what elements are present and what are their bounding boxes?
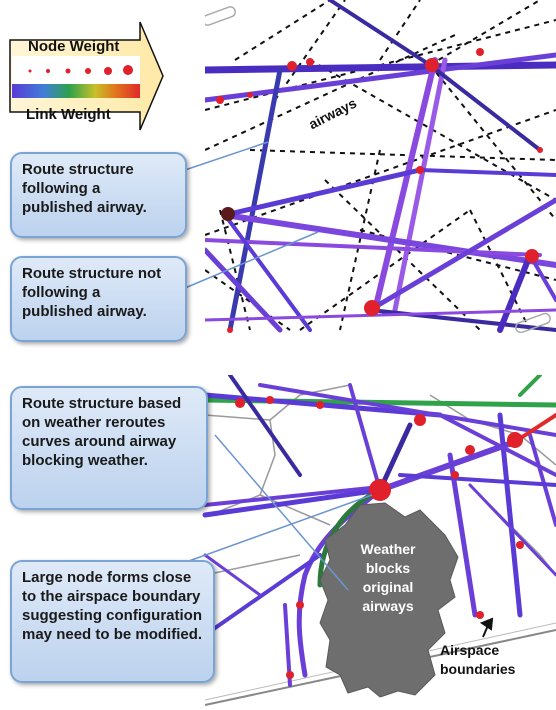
callout-weather-reroute: Route structure based on weather reroute… [10, 386, 208, 510]
weather-blob [319, 502, 459, 698]
decoration-clip [201, 6, 237, 26]
callout-not-following-airway: Route structure not following a publishe… [10, 256, 187, 342]
node-weight-swatch-bg [12, 56, 140, 84]
route-links [201, 0, 556, 333]
callout-leader-line [214, 434, 349, 591]
route-nodes-bottom [235, 396, 524, 679]
legend [9, 21, 164, 131]
node-weight-dots [28, 65, 133, 75]
route-nodes [216, 48, 543, 333]
callout-leader-line [184, 141, 269, 171]
callout-leader-line [184, 231, 319, 289]
link-weight-label: Link Weight [26, 106, 111, 123]
decoration-clip [515, 312, 551, 334]
airspace-pointer-arrow [479, 617, 494, 638]
callout-large-node: Large node forms close to the airspace b… [10, 560, 215, 683]
bottom-route-map [149, 375, 556, 706]
airspace-boundaries-label: Airspace boundaries [440, 642, 516, 677]
link-weight-gradient [12, 84, 140, 98]
node-weight-label: Node Weight [28, 38, 120, 55]
callout-following-airway: Route structure following a published ai… [10, 152, 187, 238]
weather-label: Weather blocks original airways [360, 541, 416, 614]
